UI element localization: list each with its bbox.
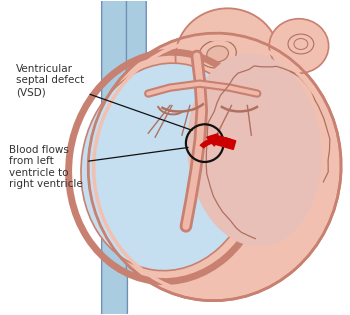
Ellipse shape <box>294 38 308 49</box>
Ellipse shape <box>207 46 229 62</box>
Text: Ventricular
septal defect
(VSD): Ventricular septal defect (VSD) <box>16 64 192 130</box>
Ellipse shape <box>88 33 341 301</box>
Ellipse shape <box>269 19 329 73</box>
Ellipse shape <box>199 40 236 68</box>
Ellipse shape <box>81 63 255 271</box>
FancyBboxPatch shape <box>126 0 146 276</box>
Ellipse shape <box>288 34 314 54</box>
Ellipse shape <box>187 54 321 247</box>
FancyArrow shape <box>207 134 236 149</box>
Text: Blood flows
from left
ventricle to
right ventricle: Blood flows from left ventricle to right… <box>9 145 188 189</box>
Ellipse shape <box>175 8 280 107</box>
FancyBboxPatch shape <box>102 0 127 315</box>
